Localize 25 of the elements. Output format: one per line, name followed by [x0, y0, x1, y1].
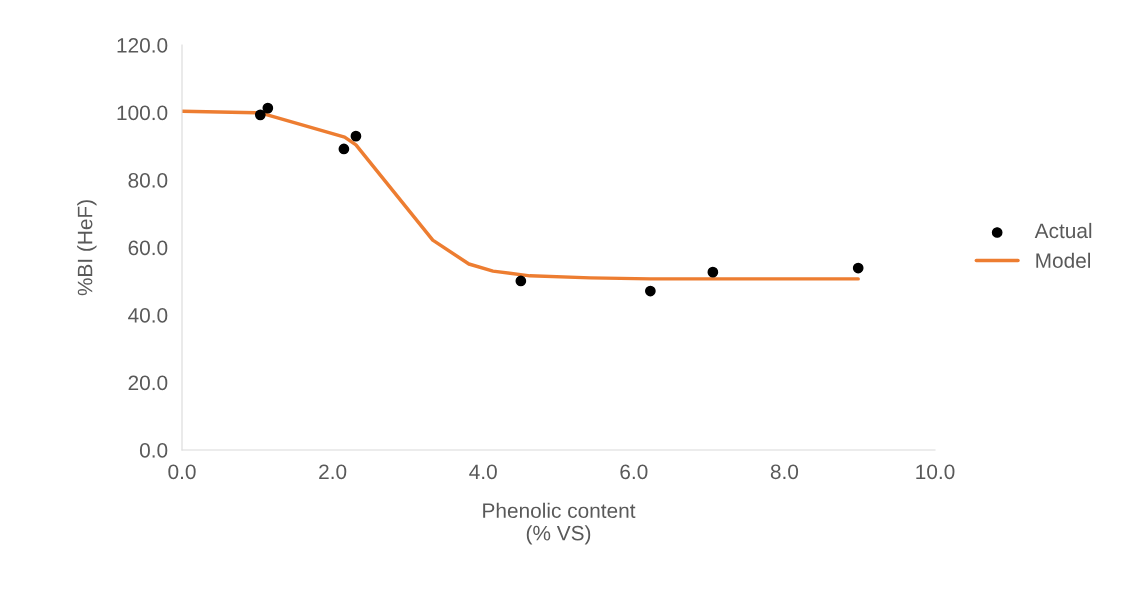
legend-label: Model [1036, 252, 1091, 269]
point [852, 262, 864, 274]
y-tick-label: 80.0 [128, 173, 168, 188]
point [254, 109, 266, 121]
point [350, 130, 362, 142]
x-tick-label: 10.0 [916, 464, 955, 480]
y-tick-label: 40.0 [128, 308, 168, 323]
y-tick-label: 100.0 [117, 105, 168, 121]
x-tick-label: 0.0 [168, 464, 196, 480]
x-tick-label: 4.0 [469, 464, 497, 480]
x-tick-label: 2.0 [319, 464, 347, 480]
y-tick-label: 120.0 [117, 38, 168, 53]
x-tick-label: 8.0 [770, 464, 799, 480]
point [515, 275, 527, 287]
point [338, 143, 350, 155]
y-tick-label: 0.0 [139, 443, 168, 458]
y-axis-title: %BI (HeF) [77, 200, 97, 296]
y-tick-label: 20.0 [128, 375, 168, 391]
point [707, 266, 719, 278]
x-axis-title: Phenolic content (% VS) [483, 502, 636, 545]
y-tick-label: 60.0 [128, 240, 168, 256]
point [262, 102, 274, 114]
point [645, 285, 656, 297]
x-tick-label: 6.0 [620, 464, 648, 480]
legend-label: Actual [1034, 222, 1092, 239]
